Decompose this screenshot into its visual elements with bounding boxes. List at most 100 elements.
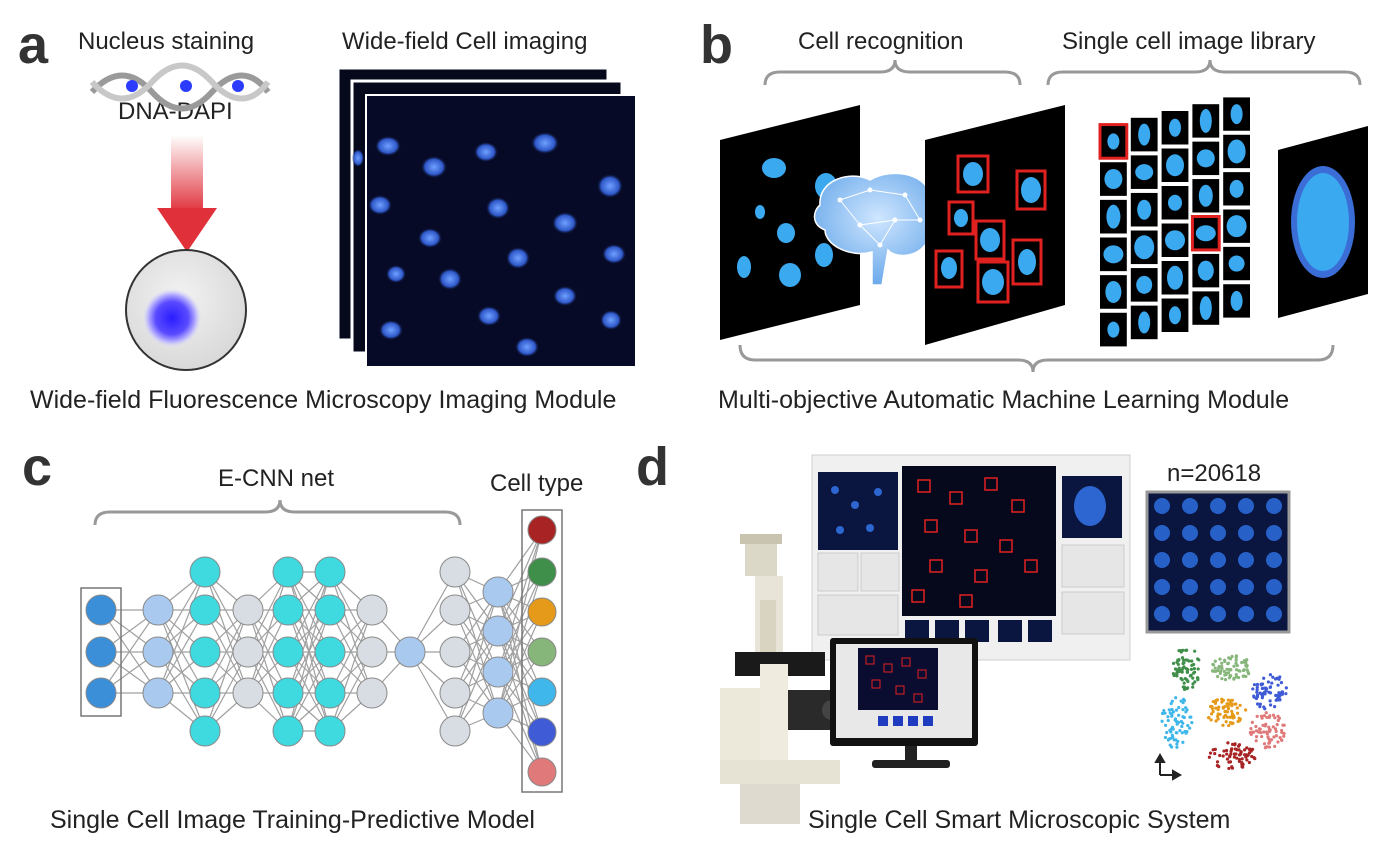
- tsne-point: [1235, 663, 1239, 668]
- tsne-point: [1263, 724, 1267, 728]
- microscope-icon: [720, 534, 850, 824]
- tsne-point: [1226, 707, 1231, 711]
- montage-cell: [1210, 606, 1226, 622]
- tsne-point: [1272, 735, 1276, 739]
- library-cell: [1195, 225, 1216, 242]
- network-edge: [157, 609, 206, 732]
- tsne-point: [1176, 662, 1180, 666]
- panel-letter-b: b: [700, 15, 733, 75]
- tsne-point: [1230, 709, 1234, 713]
- tsne-point: [1208, 751, 1213, 755]
- tsne-point: [1268, 673, 1273, 677]
- tsne-point: [1252, 756, 1256, 760]
- tsne-point: [1254, 696, 1259, 701]
- software-window: [811, 454, 1131, 661]
- montage-cell: [1266, 606, 1282, 622]
- tsne-point: [1268, 728, 1272, 732]
- library-cell: [1106, 204, 1121, 229]
- tsne-point: [1166, 718, 1170, 723]
- library-cell: [1197, 260, 1214, 281]
- tsne-point: [1276, 718, 1280, 723]
- tsne-point: [1225, 667, 1229, 671]
- tsne-point: [1258, 702, 1262, 706]
- library-cell: [1104, 169, 1123, 190]
- tsne-point: [1273, 727, 1278, 731]
- tsne-point: [1213, 751, 1217, 756]
- tsne-point: [1174, 730, 1178, 735]
- library-cell: [1165, 230, 1185, 251]
- tsne-point: [1267, 745, 1272, 749]
- tsne-point: [1262, 714, 1266, 718]
- tsne-point: [1242, 668, 1246, 672]
- dna-helix-icon: [89, 62, 271, 112]
- tsne-point: [1276, 740, 1280, 744]
- tsne-point: [1237, 748, 1241, 752]
- tsne-point: [1238, 669, 1242, 673]
- tsne-point: [1234, 668, 1239, 672]
- tsne-point: [1166, 715, 1170, 719]
- tsne-point: [1255, 682, 1260, 687]
- tsne-point: [1266, 680, 1270, 684]
- montage-cell: [1238, 579, 1254, 595]
- tsne-point: [1221, 705, 1225, 709]
- montage-cell: [1210, 498, 1226, 514]
- network-edge: [497, 529, 543, 673]
- network-edge: [497, 571, 543, 714]
- tsne-point: [1210, 705, 1214, 709]
- library-cell: [1105, 280, 1122, 303]
- tsne-point: [1235, 706, 1239, 710]
- network-edge: [329, 609, 373, 694]
- tsne-point: [1193, 680, 1197, 684]
- tsne-point: [1225, 715, 1230, 719]
- detection-image: [925, 105, 1065, 345]
- tsne-point: [1162, 709, 1166, 713]
- network-node: [189, 677, 221, 709]
- tsne-point: [1220, 700, 1224, 704]
- tsne-point: [1218, 671, 1222, 675]
- network-node: [232, 636, 264, 668]
- network-node: [314, 677, 346, 709]
- library-cell: [1227, 139, 1246, 164]
- network-edge: [204, 571, 249, 694]
- tsne-scatter-plot: [1160, 648, 1288, 771]
- tsne-point: [1173, 717, 1178, 721]
- tsne-point: [1265, 715, 1269, 720]
- tsne-point: [1222, 669, 1226, 674]
- network-node: [142, 594, 174, 626]
- tsne-point: [1276, 683, 1280, 687]
- tsne-point: [1223, 678, 1228, 682]
- montage-cell: [1210, 552, 1226, 568]
- network-edge: [157, 609, 206, 694]
- tsne-point: [1166, 738, 1171, 742]
- tsne-point: [1241, 765, 1245, 769]
- network-edge: [204, 609, 249, 732]
- tsne-point: [1250, 720, 1254, 724]
- network-edge: [454, 630, 499, 732]
- staining-arrow-icon: [157, 135, 217, 252]
- tsne-point: [1216, 712, 1220, 716]
- tsne-point: [1259, 682, 1263, 686]
- tsne-point: [1182, 681, 1186, 685]
- tsne-point: [1228, 720, 1233, 725]
- tsne-point: [1258, 705, 1262, 709]
- tsne-point: [1284, 692, 1288, 696]
- tsne-point: [1234, 658, 1238, 662]
- tsne-point: [1267, 741, 1272, 745]
- tsne-point: [1217, 666, 1221, 670]
- tsne-point: [1262, 686, 1266, 690]
- tsne-point: [1174, 708, 1179, 712]
- tsne-point: [1169, 736, 1173, 740]
- tsne-point: [1181, 658, 1185, 662]
- tsne-point: [1192, 662, 1196, 667]
- tsne-point: [1247, 760, 1251, 765]
- tsne-point: [1175, 742, 1179, 746]
- network-edge: [247, 571, 289, 694]
- tsne-point: [1262, 690, 1267, 694]
- tsne-point: [1181, 648, 1185, 652]
- tsne-point: [1273, 744, 1277, 748]
- network-node: [482, 697, 514, 729]
- tsne-point: [1216, 669, 1220, 673]
- tsne-point: [1177, 705, 1181, 710]
- tsne-point: [1274, 734, 1278, 738]
- cell-type-nodes: [527, 515, 557, 787]
